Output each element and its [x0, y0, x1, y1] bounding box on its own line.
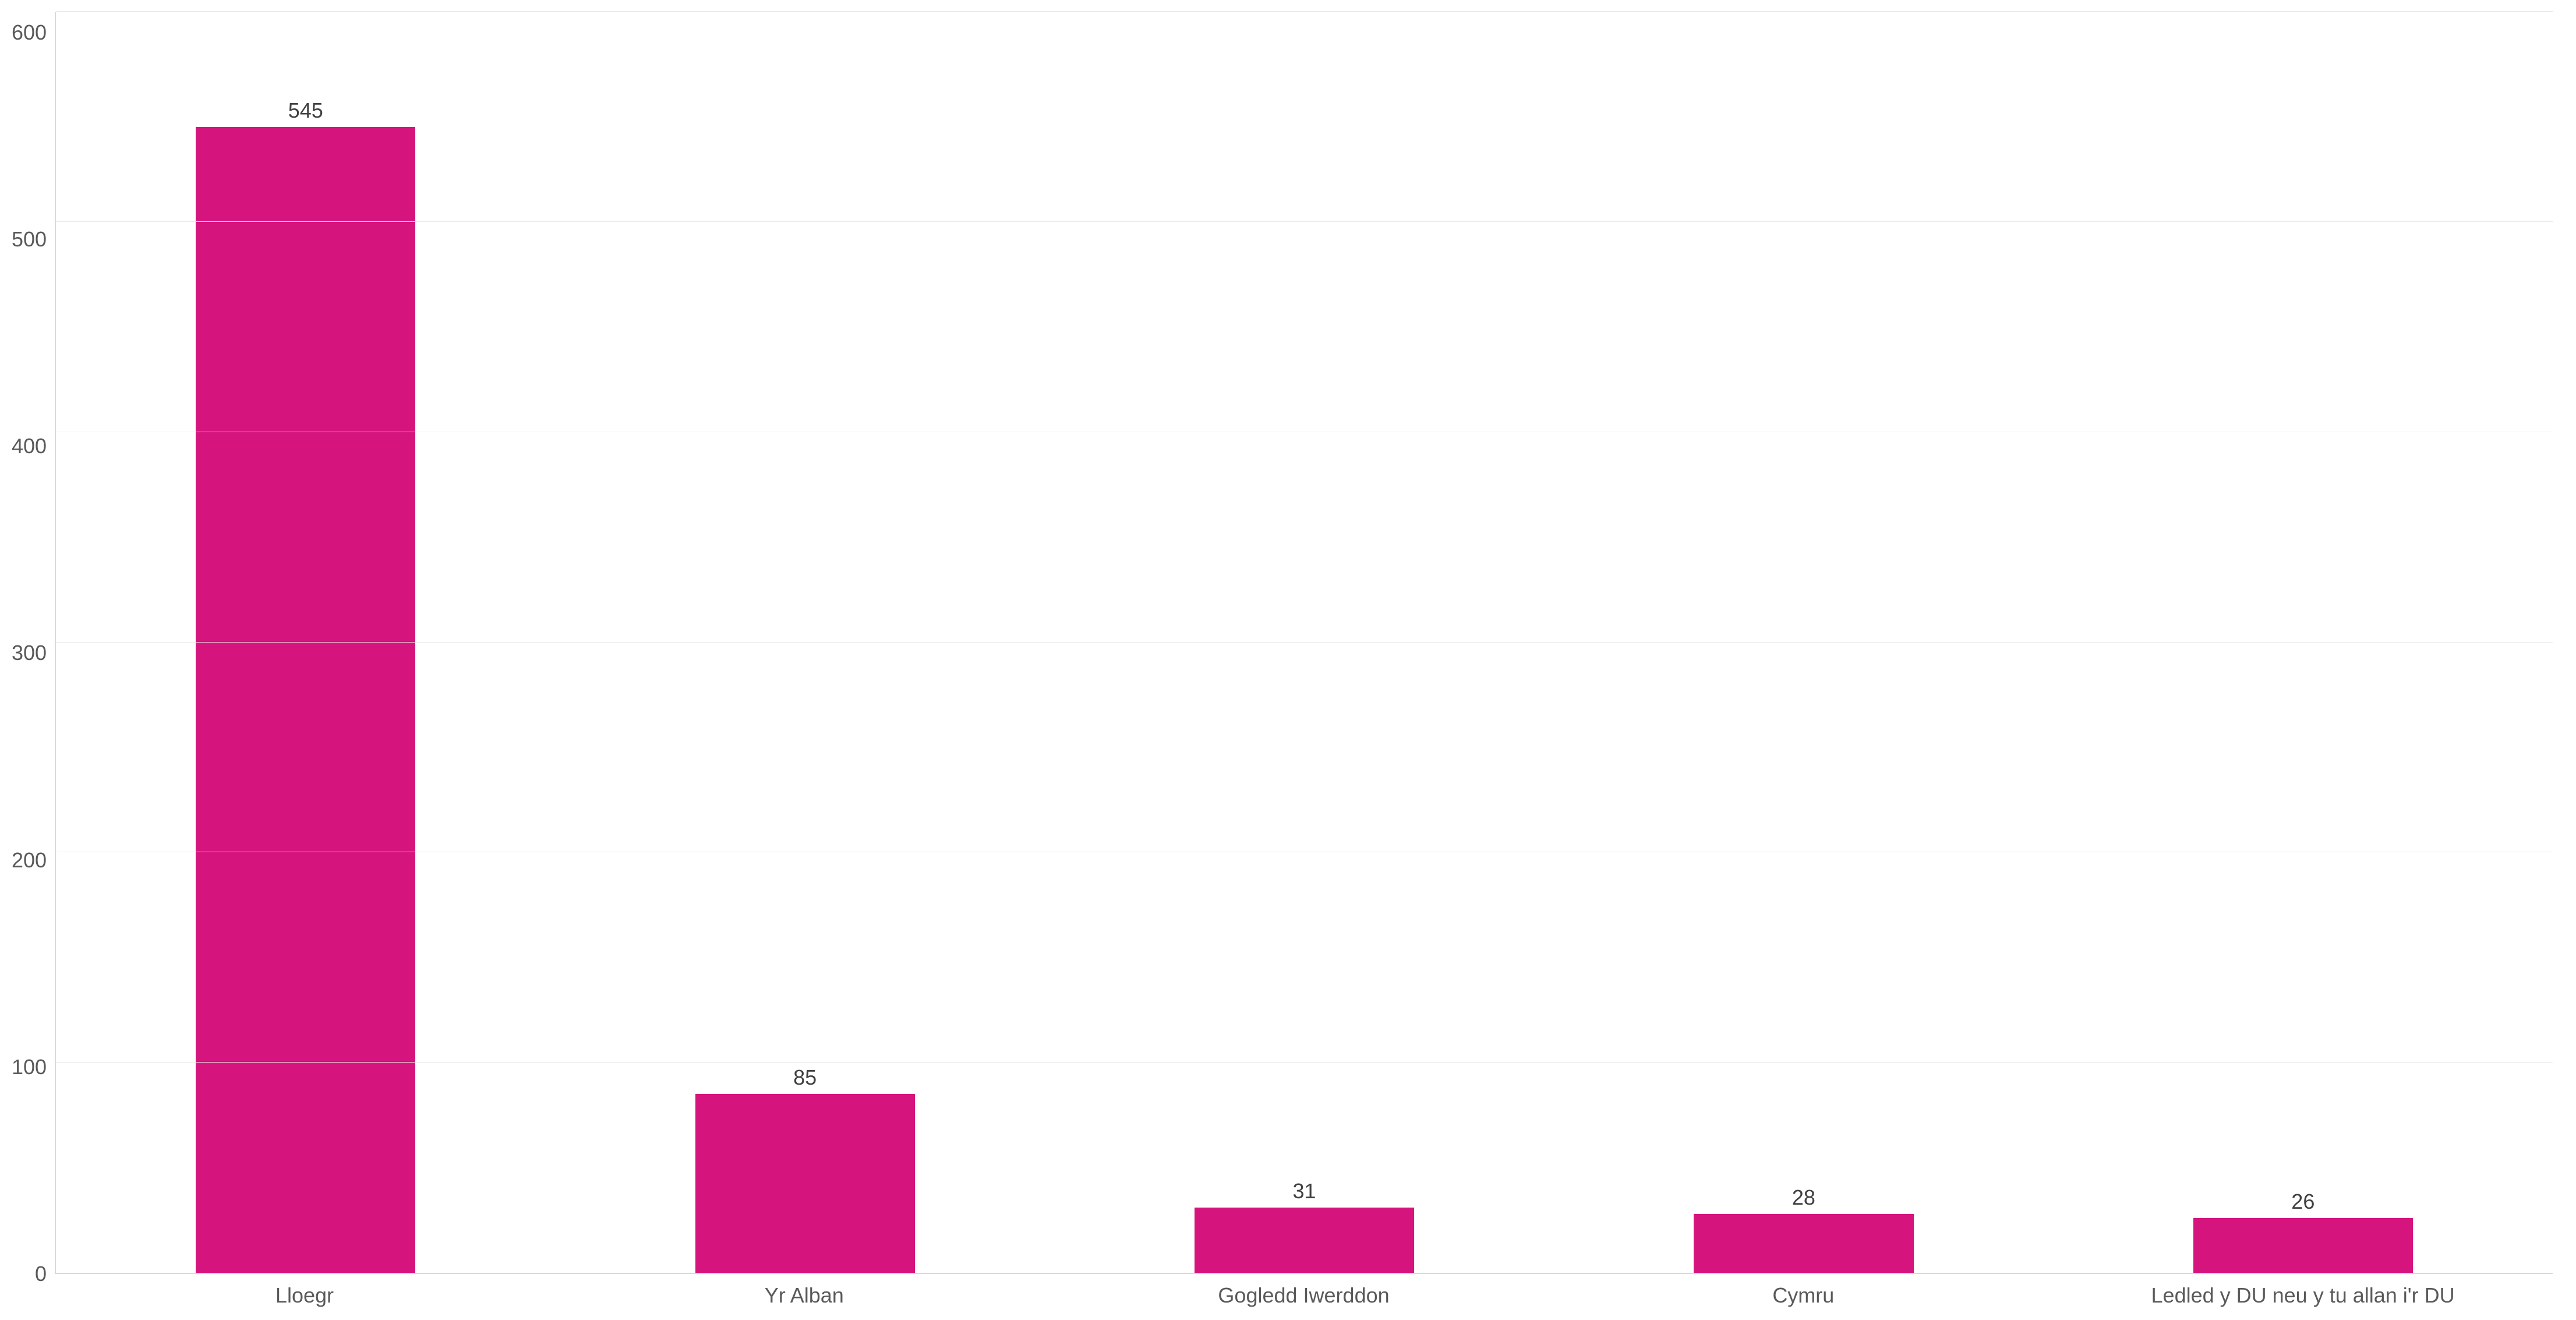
- bars-container: 545 85 31 28 26: [56, 12, 2553, 1273]
- x-axis-category-label: Cymru: [1553, 1274, 2053, 1308]
- bar-value-label: 545: [288, 100, 323, 121]
- bar-value-label: 28: [1792, 1187, 1815, 1208]
- y-axis: 6005004003002001000: [12, 12, 55, 1274]
- bar: 545: [196, 127, 415, 1273]
- y-tick-label: 200: [12, 850, 47, 871]
- y-tick-label: 0: [35, 1263, 47, 1284]
- plot-area: 545 85 31 28 26: [55, 12, 2553, 1274]
- bar-slot: 85: [555, 12, 1054, 1273]
- gridline: [56, 642, 2553, 643]
- bar-slot: 26: [2054, 12, 2553, 1273]
- x-axis-category-label: Yr Alban: [554, 1274, 1054, 1308]
- y-tick-label: 600: [12, 22, 47, 43]
- bar-slot: 31: [1055, 12, 1554, 1273]
- bar-chart: 600 500 400 300 200 100 0 545 85 31 28 26 LloegrYr…: [0, 0, 2576, 1320]
- y-tick-label: 500: [12, 229, 47, 250]
- bar-value-label: 26: [2291, 1191, 2314, 1212]
- bar-value-label: 85: [793, 1067, 817, 1088]
- x-axis-spacer: [12, 1274, 55, 1308]
- chart-area: 6005004003002001000 54585312826: [12, 12, 2553, 1274]
- y-tick-label: 300: [12, 643, 47, 663]
- bar: 85: [695, 1094, 915, 1273]
- bar: 31: [1195, 1208, 1414, 1273]
- x-axis-category-label: Lloegr: [55, 1274, 554, 1308]
- gridline: [56, 11, 2553, 12]
- bar: 28: [1694, 1214, 1913, 1273]
- bar-value-label: 31: [1293, 1181, 1316, 1202]
- bar-slot: 545: [56, 12, 555, 1273]
- y-tick-label: 400: [12, 436, 47, 457]
- x-axis-category-label: Gogledd Iwerddon: [1054, 1274, 1554, 1308]
- gridline: [56, 1062, 2553, 1063]
- x-axis-labels: LloegrYr AlbanGogledd IwerddonCymruLedle…: [55, 1274, 2553, 1308]
- bar: 26: [2193, 1218, 2413, 1273]
- x-axis: LloegrYr AlbanGogledd IwerddonCymruLedle…: [12, 1274, 2553, 1308]
- bar-slot: 28: [1554, 12, 2053, 1273]
- gridline: [56, 221, 2553, 222]
- x-axis-category-label: Ledled y DU neu y tu allan i'r DU: [2053, 1274, 2553, 1308]
- y-tick-label: 100: [12, 1057, 47, 1078]
